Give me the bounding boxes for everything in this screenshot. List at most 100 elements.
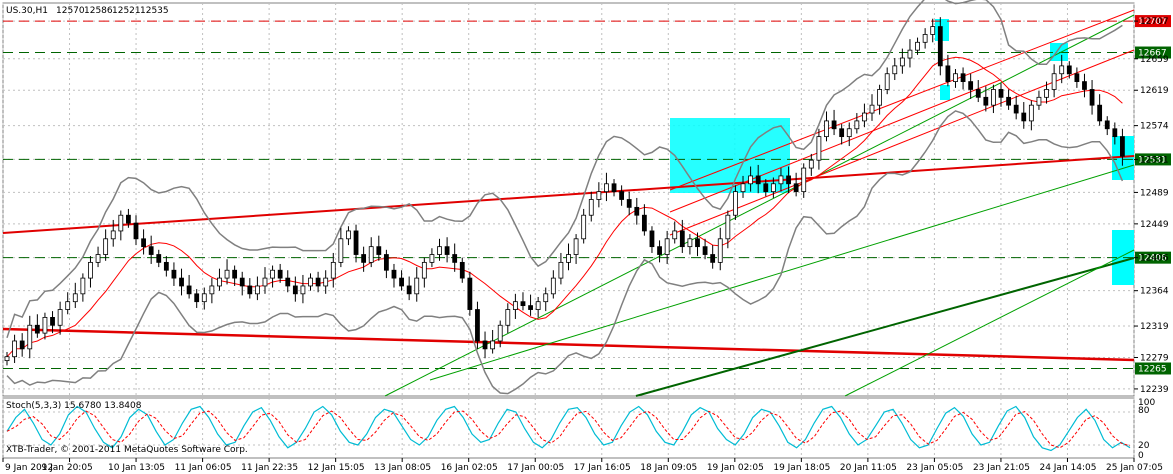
candle-body <box>740 183 746 193</box>
candle-body <box>816 136 822 161</box>
red-channel-lower[interactable] <box>669 49 1135 236</box>
level-price-box <box>1135 15 1171 28</box>
time-tick-label: 18 Jan 09:05 <box>640 463 697 473</box>
candle-body <box>391 269 397 279</box>
time-tick-label: 11 Jan 22:35 <box>241 463 298 473</box>
candle-body <box>968 81 974 90</box>
level-price-box <box>1135 251 1171 264</box>
time-tick-label: 25 Jan 07:05 <box>1106 463 1163 473</box>
level-price-box <box>1135 362 1171 375</box>
bollinger-bands <box>6 0 1124 395</box>
candle-body <box>755 175 761 185</box>
candle-body <box>1028 104 1034 122</box>
ohlc-open: 12570 <box>56 6 85 16</box>
candle-body <box>854 120 860 130</box>
red-channel-mid[interactable] <box>669 79 1001 213</box>
price-tick-label: 12707 <box>1140 17 1169 27</box>
candle-body <box>224 269 230 279</box>
candle-body <box>27 324 33 350</box>
candle-body <box>626 199 632 208</box>
candle-body <box>1021 112 1027 122</box>
green-trend-line-3[interactable] <box>844 249 1135 397</box>
candle-body <box>512 301 518 310</box>
candle-body <box>300 285 306 295</box>
candle-body <box>262 277 268 287</box>
green-trend-line-1[interactable] <box>384 14 1135 397</box>
candle-body <box>801 167 807 193</box>
candle-body <box>475 309 480 342</box>
red-resistance-line[interactable] <box>2 155 1135 234</box>
ohlc-high: 12586 <box>84 6 113 16</box>
candle-body <box>657 246 662 255</box>
candle-body <box>1013 104 1019 114</box>
price-tick-label: 12279 <box>1140 353 1169 363</box>
candle-body <box>308 277 313 287</box>
candle-body <box>179 277 184 287</box>
candle-body <box>770 183 776 193</box>
candle-body <box>133 222 139 240</box>
candle-body <box>899 57 905 67</box>
chart-title: US.30,H1 <box>6 6 48 16</box>
candle-body <box>497 324 503 342</box>
candle-body <box>877 89 883 106</box>
bollinger-upper <box>6 0 1123 339</box>
candle-body <box>892 65 898 75</box>
stoch-tick-100: 100 <box>1138 398 1155 408</box>
level-price-box <box>1135 46 1171 59</box>
candle-body <box>763 183 769 193</box>
price-axis: 12707 12659 12619 12574 12531 12489 12449 12406… <box>1134 17 1169 395</box>
candle-body <box>1051 73 1057 90</box>
candle-body <box>687 238 693 248</box>
candle-body <box>452 254 458 263</box>
time-tick-label: 24 Jan 14:05 <box>1039 463 1096 473</box>
bollinger-lower <box>6 110 1124 395</box>
candle-body <box>945 65 951 82</box>
time-tick-label: 16 Jan 02:05 <box>441 463 498 473</box>
candle-body <box>57 309 63 326</box>
candle-body <box>649 230 655 248</box>
candle-body <box>520 301 526 307</box>
candle-body <box>72 293 78 303</box>
candle-body <box>292 285 298 295</box>
candle-body <box>383 254 389 271</box>
candle-body <box>550 277 556 295</box>
red-support-line[interactable] <box>2 327 1135 362</box>
candle-body <box>991 89 996 106</box>
stoch-tick-0: 0 <box>1138 451 1144 461</box>
candle-body <box>315 277 321 287</box>
candle-body <box>34 324 40 334</box>
green-trend-line-thick[interactable] <box>635 257 1135 397</box>
price-tick-label: 12364 <box>1140 287 1169 297</box>
candle-body <box>88 261 93 279</box>
candle-body <box>254 285 260 295</box>
candle-body <box>4 356 10 362</box>
candle-body <box>437 246 442 255</box>
candle-body <box>323 277 329 287</box>
stochastic-indicator <box>3 405 1134 452</box>
stoch-tick-80: 80 <box>1138 406 1150 416</box>
zone-secondary-top <box>1050 43 1068 61</box>
candle-body <box>353 230 359 255</box>
level-price-box <box>1135 153 1171 166</box>
candle-body <box>786 175 791 185</box>
ohlc-low: 12521 <box>112 6 141 16</box>
candle-body <box>915 41 920 51</box>
candle-body <box>399 277 404 287</box>
candle-body <box>1089 89 1095 106</box>
candle-body <box>937 26 943 67</box>
candle-body <box>535 301 541 310</box>
time-tick-label: 11 Jan 06:05 <box>175 463 232 473</box>
candle-body <box>733 191 738 216</box>
price-tick-label: 12239 <box>1140 385 1169 395</box>
candle-body <box>232 269 238 279</box>
price-tick-label: 12489 <box>1140 188 1169 198</box>
stoch-signal-line <box>6 410 1131 449</box>
candle-body <box>831 120 837 130</box>
time-tick-label: 13 Jan 08:05 <box>374 463 431 473</box>
candle-body <box>543 293 549 303</box>
candle-body <box>922 34 928 43</box>
red-channel-upper[interactable] <box>669 9 1135 191</box>
time-tick-label: 12 Jan 15:05 <box>308 463 365 473</box>
time-tick-label: 23 Jan 21:05 <box>973 463 1030 473</box>
